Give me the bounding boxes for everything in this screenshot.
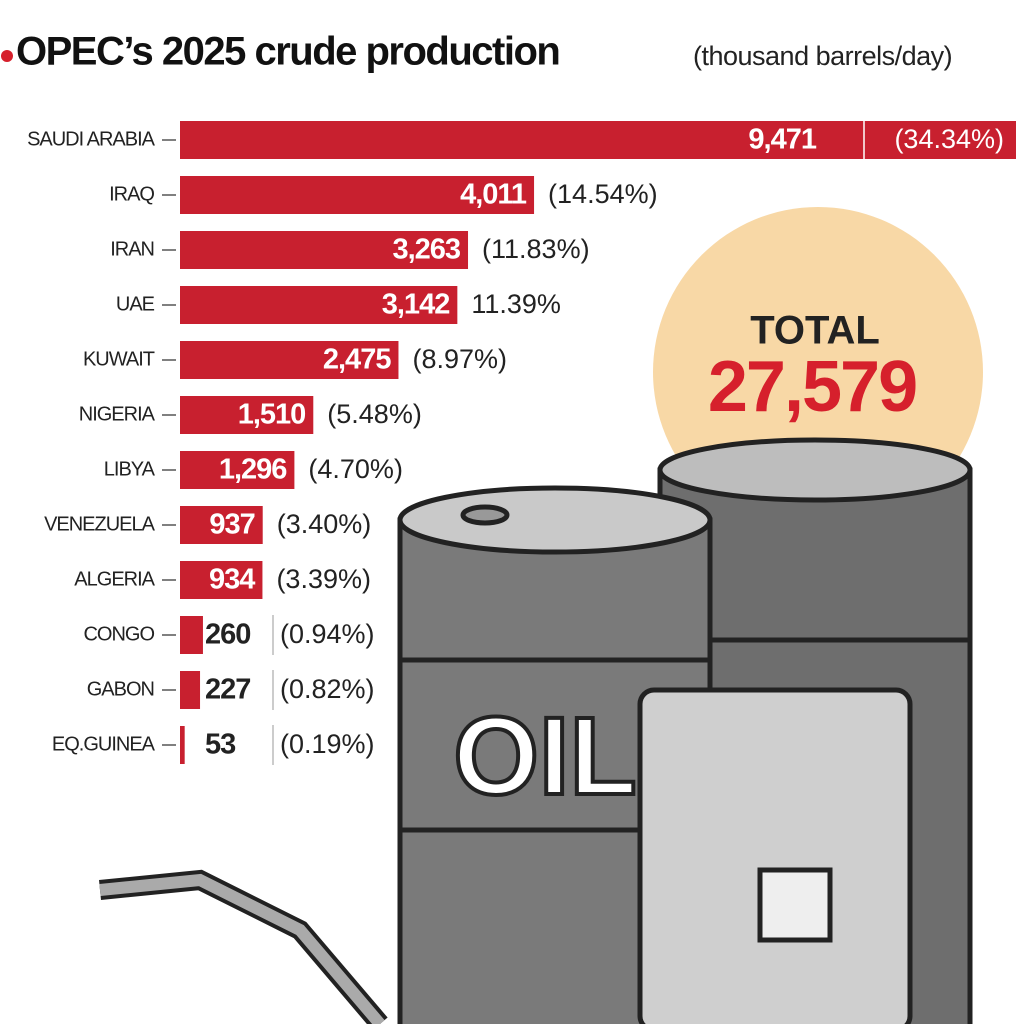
bar bbox=[180, 341, 399, 379]
chart-title: OPEC’s 2025 crude production bbox=[16, 30, 559, 74]
value-label: 227 bbox=[205, 674, 250, 706]
value-label: 2,475 bbox=[323, 344, 391, 376]
share-label: (8.97%) bbox=[412, 344, 507, 374]
total-value: 27,579 bbox=[708, 347, 916, 427]
value-label: 4,011 bbox=[460, 179, 527, 211]
value-label: 1,510 bbox=[238, 399, 306, 431]
value-label: 937 bbox=[209, 509, 254, 541]
share-label: (5.48%) bbox=[327, 399, 422, 429]
bar bbox=[180, 396, 314, 434]
bar bbox=[180, 726, 185, 764]
share-label: (4.70%) bbox=[308, 454, 403, 484]
share-label: (34.34%) bbox=[894, 124, 1004, 154]
chart-subtitle: (thousand barrels/day) bbox=[693, 41, 952, 71]
category-label: CONGO bbox=[83, 623, 154, 645]
category-label: UAE bbox=[116, 293, 155, 315]
illustration-text: OIL bbox=[453, 695, 636, 818]
bar bbox=[180, 506, 263, 544]
illustration bbox=[99, 437, 973, 1024]
share-label: (0.82%) bbox=[280, 674, 375, 704]
category-label: EQ.GUINEA bbox=[52, 733, 156, 755]
value-label: 3,263 bbox=[392, 234, 460, 266]
value-label: 9,471 bbox=[748, 124, 816, 156]
title-bullet bbox=[1, 50, 13, 62]
bar bbox=[180, 176, 535, 214]
share-label: 11.39% bbox=[471, 289, 561, 319]
category-label: LIBYA bbox=[104, 458, 156, 480]
category-label: NIGERIA bbox=[79, 403, 156, 425]
share-label: (0.19%) bbox=[280, 729, 375, 759]
bar bbox=[180, 121, 1016, 159]
share-label: (14.54%) bbox=[548, 179, 658, 209]
bar bbox=[180, 616, 203, 654]
category-label: GABON bbox=[87, 678, 154, 700]
category-label: SAUDI ARABIA bbox=[27, 128, 156, 150]
category-label: ALGERIA bbox=[74, 568, 155, 590]
category-label: VENEZUELA bbox=[44, 513, 156, 535]
value-label: 934 bbox=[209, 564, 255, 596]
total-heading: TOTAL bbox=[750, 309, 880, 353]
category-label: KUWAIT bbox=[83, 348, 155, 370]
bar bbox=[180, 451, 295, 489]
bar bbox=[180, 231, 469, 269]
bar bbox=[180, 671, 201, 709]
share-label: (3.40%) bbox=[277, 509, 372, 539]
value-label: 3,142 bbox=[382, 289, 450, 321]
value-label: 53 bbox=[205, 729, 236, 761]
bar bbox=[180, 561, 263, 599]
share-label: (0.94%) bbox=[280, 619, 375, 649]
value-label: 260 bbox=[205, 619, 250, 651]
bar bbox=[180, 286, 458, 324]
category-label: IRAN bbox=[110, 238, 154, 260]
value-label: 1,296 bbox=[219, 454, 287, 486]
category-label: IRAQ bbox=[109, 183, 154, 205]
share-label: (11.83%) bbox=[482, 234, 590, 264]
share-label: (3.39%) bbox=[276, 564, 371, 594]
